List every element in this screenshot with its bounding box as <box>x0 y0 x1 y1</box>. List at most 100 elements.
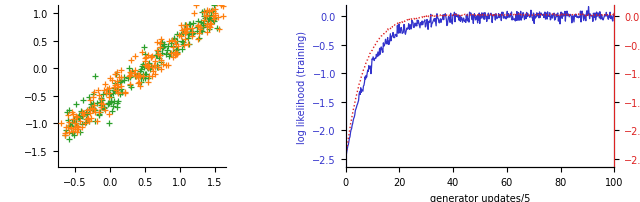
Point <box>171 43 181 46</box>
Point <box>81 111 91 114</box>
Point <box>193 21 203 24</box>
Point <box>157 47 167 51</box>
Point <box>66 127 76 130</box>
Point <box>78 112 88 115</box>
Point <box>108 105 118 108</box>
Point <box>144 75 154 78</box>
Point <box>61 126 71 129</box>
Point <box>191 4 201 8</box>
Point <box>180 24 191 27</box>
Point <box>68 113 79 116</box>
Point <box>168 45 179 48</box>
Point <box>204 28 214 32</box>
Point <box>79 112 89 115</box>
Point <box>64 131 74 134</box>
Point <box>120 92 130 95</box>
Point <box>192 30 202 33</box>
Point <box>150 66 161 69</box>
Point <box>99 93 109 96</box>
Point <box>207 15 218 18</box>
Point <box>72 127 83 131</box>
Point <box>157 43 167 47</box>
Point <box>199 15 209 18</box>
Point <box>188 22 198 25</box>
Point <box>182 29 192 32</box>
Point <box>196 21 206 24</box>
Point <box>98 103 108 106</box>
Point <box>193 26 203 29</box>
Point <box>85 112 95 115</box>
Point <box>205 18 215 21</box>
Point <box>103 89 113 92</box>
Point <box>164 56 174 59</box>
Point <box>116 69 126 73</box>
Point <box>172 48 182 51</box>
Point <box>152 54 162 57</box>
Point <box>114 76 124 79</box>
Point <box>140 66 150 69</box>
Point <box>130 55 140 58</box>
Point <box>158 63 168 66</box>
Point <box>125 83 135 86</box>
Point <box>198 26 209 29</box>
Point <box>135 70 145 74</box>
Point <box>95 102 106 105</box>
Point <box>180 24 190 27</box>
Point <box>172 49 182 52</box>
Point <box>198 26 208 30</box>
Point <box>96 104 106 107</box>
Point <box>207 9 217 13</box>
Point <box>132 75 143 78</box>
Point <box>68 133 79 137</box>
Point <box>77 122 87 126</box>
Point <box>113 92 123 95</box>
Point <box>75 120 85 123</box>
Point <box>205 10 216 14</box>
Point <box>70 122 80 125</box>
Point <box>170 52 180 55</box>
Point <box>143 67 153 70</box>
Point <box>180 24 191 27</box>
Point <box>205 22 215 25</box>
Point <box>138 75 148 78</box>
Point <box>106 96 116 99</box>
Point <box>157 52 167 56</box>
Point <box>150 73 161 76</box>
Point <box>71 102 81 106</box>
Point <box>126 86 136 89</box>
Point <box>94 113 104 116</box>
Point <box>193 25 203 28</box>
Point <box>92 101 102 105</box>
Point <box>179 29 189 32</box>
Point <box>72 124 82 128</box>
Point <box>178 41 188 45</box>
Point <box>136 76 146 80</box>
Point <box>78 98 88 102</box>
Point <box>140 53 150 56</box>
Point <box>155 54 165 57</box>
Point <box>115 88 125 92</box>
Point <box>73 116 83 119</box>
Point <box>183 37 193 40</box>
Point <box>177 49 187 52</box>
Point <box>90 108 100 112</box>
Point <box>155 46 165 50</box>
Point <box>131 75 141 78</box>
Point <box>65 125 75 128</box>
X-axis label: generator updates/5: generator updates/5 <box>430 193 530 202</box>
Point <box>92 120 102 123</box>
Point <box>166 39 177 43</box>
Point <box>63 126 73 129</box>
Point <box>63 118 73 122</box>
Point <box>119 76 129 79</box>
Point <box>136 68 147 71</box>
Point <box>60 134 70 137</box>
Point <box>76 110 86 113</box>
Point <box>150 60 160 63</box>
Point <box>138 63 148 67</box>
Point <box>156 61 166 64</box>
Point <box>189 12 199 15</box>
Point <box>71 122 81 125</box>
Point <box>84 119 95 123</box>
Point <box>184 24 194 27</box>
